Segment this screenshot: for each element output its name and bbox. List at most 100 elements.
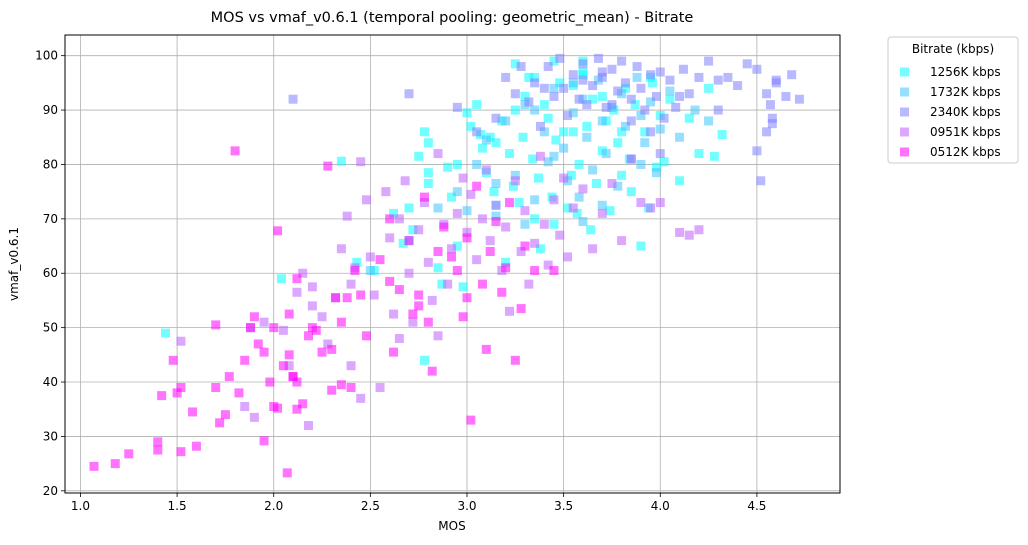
data-point [767,113,777,123]
data-point [153,445,163,455]
data-point [646,70,656,80]
data-point [559,83,569,93]
y-tick-label: 60 [43,266,58,280]
data-point [559,143,569,153]
data-point [433,203,443,213]
data-point [292,404,302,414]
data-point [767,119,777,129]
data-point [551,135,561,145]
data-point [452,241,462,251]
data-point [620,78,630,88]
data-point [249,312,259,322]
data-point [259,317,269,327]
data-point [234,388,244,398]
data-point [408,309,418,319]
y-tick-label: 20 [43,484,58,498]
data-point [665,86,675,96]
data-point [269,323,279,333]
data-point [336,156,346,166]
data-point [559,127,569,137]
data-point [304,331,314,341]
data-point [356,157,366,167]
data-point [385,233,395,243]
data-point [298,399,308,409]
data-point [323,339,333,349]
data-point [404,268,414,278]
data-point [307,301,317,311]
data-point [535,244,545,254]
x-tick-label: 3.0 [457,499,476,513]
data-point [651,168,661,178]
data-point [636,83,646,93]
axis-ticks: 1.0 1.5 2.0 2.5 3.0 3.5 4.0 4.5 20 30 40 50 60 70 80 90… [35,49,766,513]
data-point [452,159,462,169]
data-point [520,219,530,229]
data-point [452,266,462,276]
data-point [211,320,221,330]
data-point [497,287,507,297]
data-point [626,116,636,126]
data-point [752,146,762,156]
data-point [659,157,669,167]
data-point [539,83,549,93]
data-point [582,121,592,131]
data-point [613,181,623,191]
data-point [385,214,395,224]
data-point [273,226,283,236]
data-point [188,407,198,417]
data-point [501,257,511,267]
data-point [298,268,308,278]
data-point [505,198,515,208]
data-point [419,127,429,137]
data-points [89,53,804,478]
data-point [651,162,661,172]
data-point [597,116,607,126]
data-point [651,91,661,101]
data-point [617,56,627,66]
data-point [597,91,607,101]
data-point [597,200,607,210]
data-point [398,238,408,248]
legend-marker [900,67,909,77]
data-point [555,78,565,88]
data-point [559,173,569,183]
data-point [520,241,530,251]
data-point [381,187,391,197]
data-point [168,355,178,365]
data-point [510,89,520,99]
data-point [176,336,186,346]
data-point [582,100,592,110]
data-point [535,151,545,161]
data-point [331,293,341,303]
legend-marker [900,107,909,117]
data-point [630,100,640,110]
data-point [462,227,472,237]
data-point [593,53,603,63]
legend-label: 0512K kbps [930,145,1001,159]
data-point [675,91,685,101]
data-point [342,211,352,221]
data-point [562,203,572,213]
data-point [437,279,447,289]
data-point [408,225,418,235]
data-point [617,170,627,180]
data-point [578,59,588,69]
data-point [304,421,314,431]
data-point [477,214,487,224]
x-tick-label: 4.0 [651,499,670,513]
data-point [510,105,520,115]
data-point [230,146,240,156]
data-point [530,105,540,115]
data-point [626,94,636,104]
data-point [524,72,534,82]
data-point [510,59,520,69]
data-point [684,113,694,123]
data-point [404,89,414,99]
data-point [648,78,658,88]
data-point [586,225,596,235]
data-point [385,276,395,286]
y-tick-label: 100 [35,49,58,63]
data-point [690,105,700,115]
data-point [215,418,225,428]
